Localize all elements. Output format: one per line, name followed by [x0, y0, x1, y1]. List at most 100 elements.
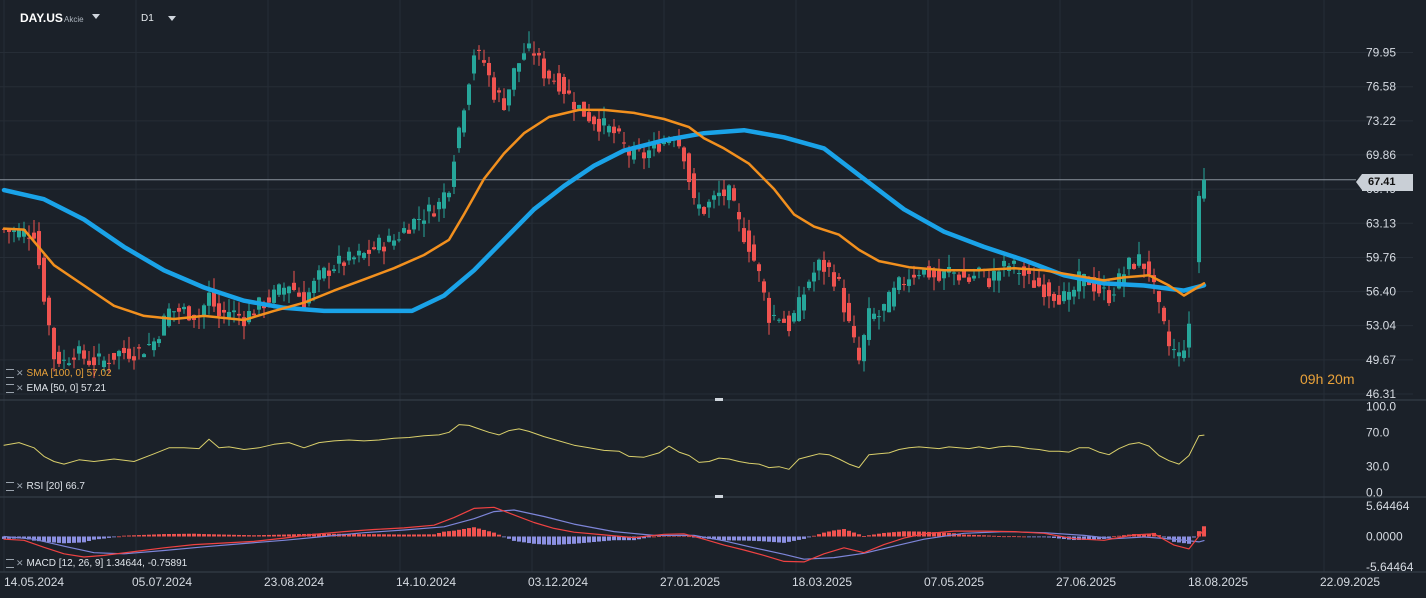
macd-histogram-bar [392, 534, 396, 537]
candle-body [442, 192, 446, 209]
candle-body [422, 220, 426, 224]
macd-histogram-bar [502, 536, 506, 538]
macd-histogram-bar [67, 536, 71, 544]
candle-body [327, 270, 331, 276]
candle-body [622, 142, 626, 144]
settings-list-icon[interactable] [6, 368, 14, 378]
rsi-legend[interactable]: ✕ RSI [20] 66.7 [6, 481, 85, 492]
macd-histogram-bar [932, 532, 936, 537]
macd-histogram-bar [807, 536, 811, 538]
settings-list-icon[interactable] [6, 383, 14, 393]
macd-histogram-bar [382, 534, 386, 537]
macd-histogram-bar [512, 536, 516, 541]
candle-body [1067, 291, 1071, 300]
candle-body [812, 272, 816, 282]
macd-histogram-bar [127, 535, 131, 537]
candle-body [992, 271, 996, 281]
symbol-dropdown-chevron-down-icon[interactable] [92, 14, 100, 19]
candle-body [1162, 307, 1166, 322]
candle-body [12, 230, 16, 233]
settings-list-icon[interactable] [6, 558, 14, 568]
macd-histogram-bar [737, 536, 741, 541]
sma-legend-label: SMA [100, 0] 57.02 [26, 368, 112, 379]
macd-histogram-bar [957, 533, 961, 537]
candle-body [207, 292, 211, 306]
candle-body [467, 84, 471, 105]
macd-histogram-bar [1152, 532, 1156, 537]
macd-histogram-bar [857, 534, 861, 537]
macd-histogram-bar [642, 536, 646, 539]
symbol-label[interactable]: DAY.US [20, 11, 63, 25]
macd-histogram-bar [142, 534, 146, 537]
candle-body [232, 310, 236, 313]
close-icon[interactable]: ✕ [16, 368, 24, 378]
macd-histogram-bar [997, 536, 1001, 537]
candle-body [517, 63, 521, 72]
candle-body [627, 149, 631, 156]
macd-histogram-bar [982, 535, 986, 537]
candle-body [537, 53, 541, 56]
sma-legend[interactable]: ✕ SMA [100, 0] 57.02 [6, 368, 112, 379]
timeframe-dropdown-chevron-down-icon[interactable] [168, 16, 176, 21]
candle-body [437, 201, 441, 210]
macd-histogram-bar [572, 536, 576, 544]
macd-axis-tick-label: 5.64464 [1366, 499, 1410, 513]
candle-body [1182, 350, 1186, 358]
close-icon[interactable]: ✕ [16, 558, 24, 568]
candle-body [777, 319, 781, 321]
macd-histogram-bar [457, 529, 461, 537]
macd-histogram-bar [442, 531, 446, 537]
macd-histogram-bar [207, 534, 211, 537]
candle-body [942, 271, 946, 279]
macd-histogram-bar [1062, 536, 1066, 540]
candle-body [867, 308, 871, 340]
candle-body [572, 101, 576, 110]
candle-body [72, 357, 76, 360]
close-icon[interactable]: ✕ [16, 481, 24, 491]
candle-body [557, 73, 561, 92]
macd-histogram-bar [182, 533, 186, 537]
macd-histogram-bar [862, 536, 866, 537]
settings-list-icon[interactable] [6, 481, 14, 491]
macd-histogram-bar [162, 534, 166, 537]
candle-body [852, 326, 856, 338]
candle-body [987, 278, 991, 288]
macd-histogram-bar [652, 536, 656, 538]
macd-histogram-bar [562, 536, 566, 545]
ema-legend[interactable]: ✕ EMA [50, 0] 57.21 [6, 383, 106, 394]
macd-histogram-bar [237, 534, 241, 537]
timeframe-label[interactable]: D1 [141, 13, 154, 24]
macd-histogram-bar [167, 534, 171, 537]
candle-body [512, 68, 516, 90]
candle-body [302, 292, 306, 308]
macd-histogram-bar [92, 536, 96, 540]
candle-body [122, 347, 126, 354]
price-axis-tick-label: 49.67 [1366, 353, 1396, 367]
candle-body [32, 232, 36, 239]
candle-body [1147, 261, 1151, 275]
candle-body [822, 259, 826, 272]
candle-body [1127, 257, 1131, 270]
macd-histogram-bar [697, 536, 701, 538]
macd-histogram-bar [232, 534, 236, 537]
macd-histogram-bar [782, 536, 786, 543]
macd-histogram-bar [262, 535, 266, 537]
macd-histogram-bar [322, 533, 326, 537]
macd-histogram-bar [947, 532, 951, 537]
close-icon[interactable]: ✕ [16, 383, 24, 393]
macd-histogram-bar [742, 536, 746, 541]
macd-histogram-bar [402, 534, 406, 537]
candle-body [217, 303, 221, 316]
macd-histogram-bar [462, 528, 466, 537]
macd-histogram-bar [1027, 536, 1031, 538]
macd-histogram-bar [877, 533, 881, 537]
macd-histogram [2, 526, 1206, 545]
candle-body [1092, 277, 1096, 292]
candle-body [642, 152, 646, 159]
macd-histogram-bar [352, 534, 356, 537]
macd-legend[interactable]: ✕ MACD [12, 26, 9] 1.34644, -0.75891 [6, 558, 187, 569]
candle-body [907, 279, 911, 286]
candle-body [342, 262, 346, 266]
macd-histogram-bar [497, 534, 501, 537]
